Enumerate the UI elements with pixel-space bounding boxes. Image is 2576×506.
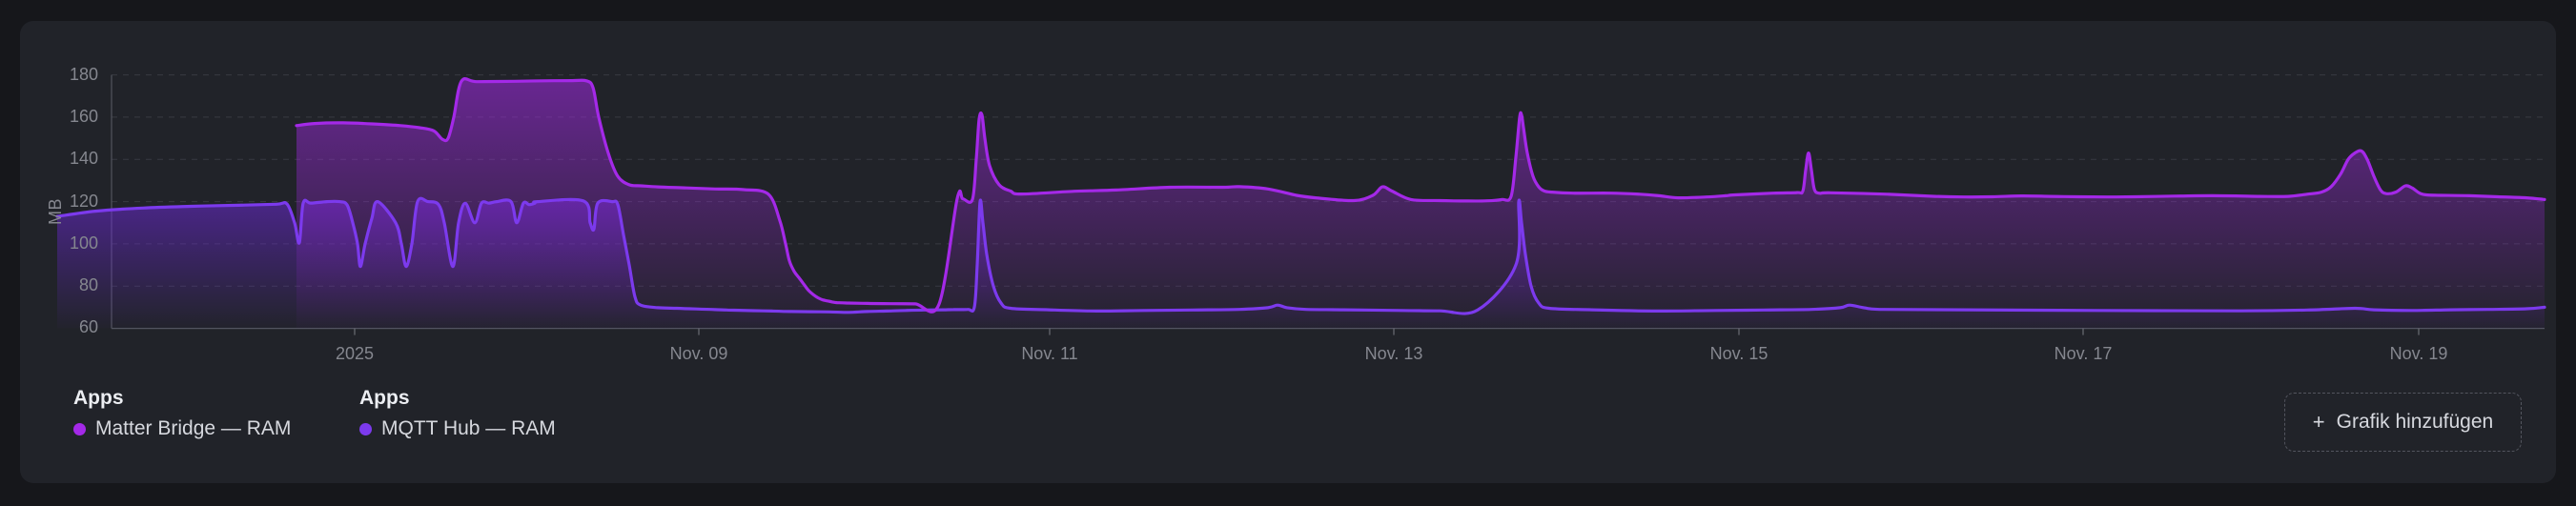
svg-text:Nov. 17: Nov. 17 [2055,344,2113,363]
svg-text:Nov. 13: Nov. 13 [1365,344,1423,363]
svg-text:2025: 2025 [336,344,374,363]
svg-text:120: 120 [70,192,98,211]
svg-text:60: 60 [79,317,98,336]
svg-text:100: 100 [70,233,98,253]
svg-text:180: 180 [70,65,98,84]
svg-text:160: 160 [70,107,98,126]
svg-text:Nov. 19: Nov. 19 [2390,344,2448,363]
svg-text:80: 80 [79,275,98,294]
svg-text:Nov. 09: Nov. 09 [670,344,728,363]
svg-text:Nov. 11: Nov. 11 [1021,344,1077,363]
svg-text:140: 140 [70,149,98,168]
svg-text:Nov. 15: Nov. 15 [1710,344,1768,363]
